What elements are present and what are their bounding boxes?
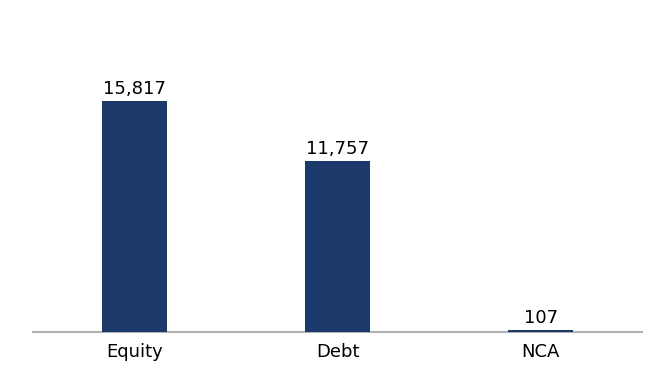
Text: 11,757: 11,757 — [306, 139, 369, 158]
Bar — [102, 101, 167, 332]
Text: 107: 107 — [524, 309, 557, 327]
Text: 15,817: 15,817 — [103, 80, 166, 98]
Bar — [305, 161, 370, 332]
Bar — [508, 330, 573, 332]
